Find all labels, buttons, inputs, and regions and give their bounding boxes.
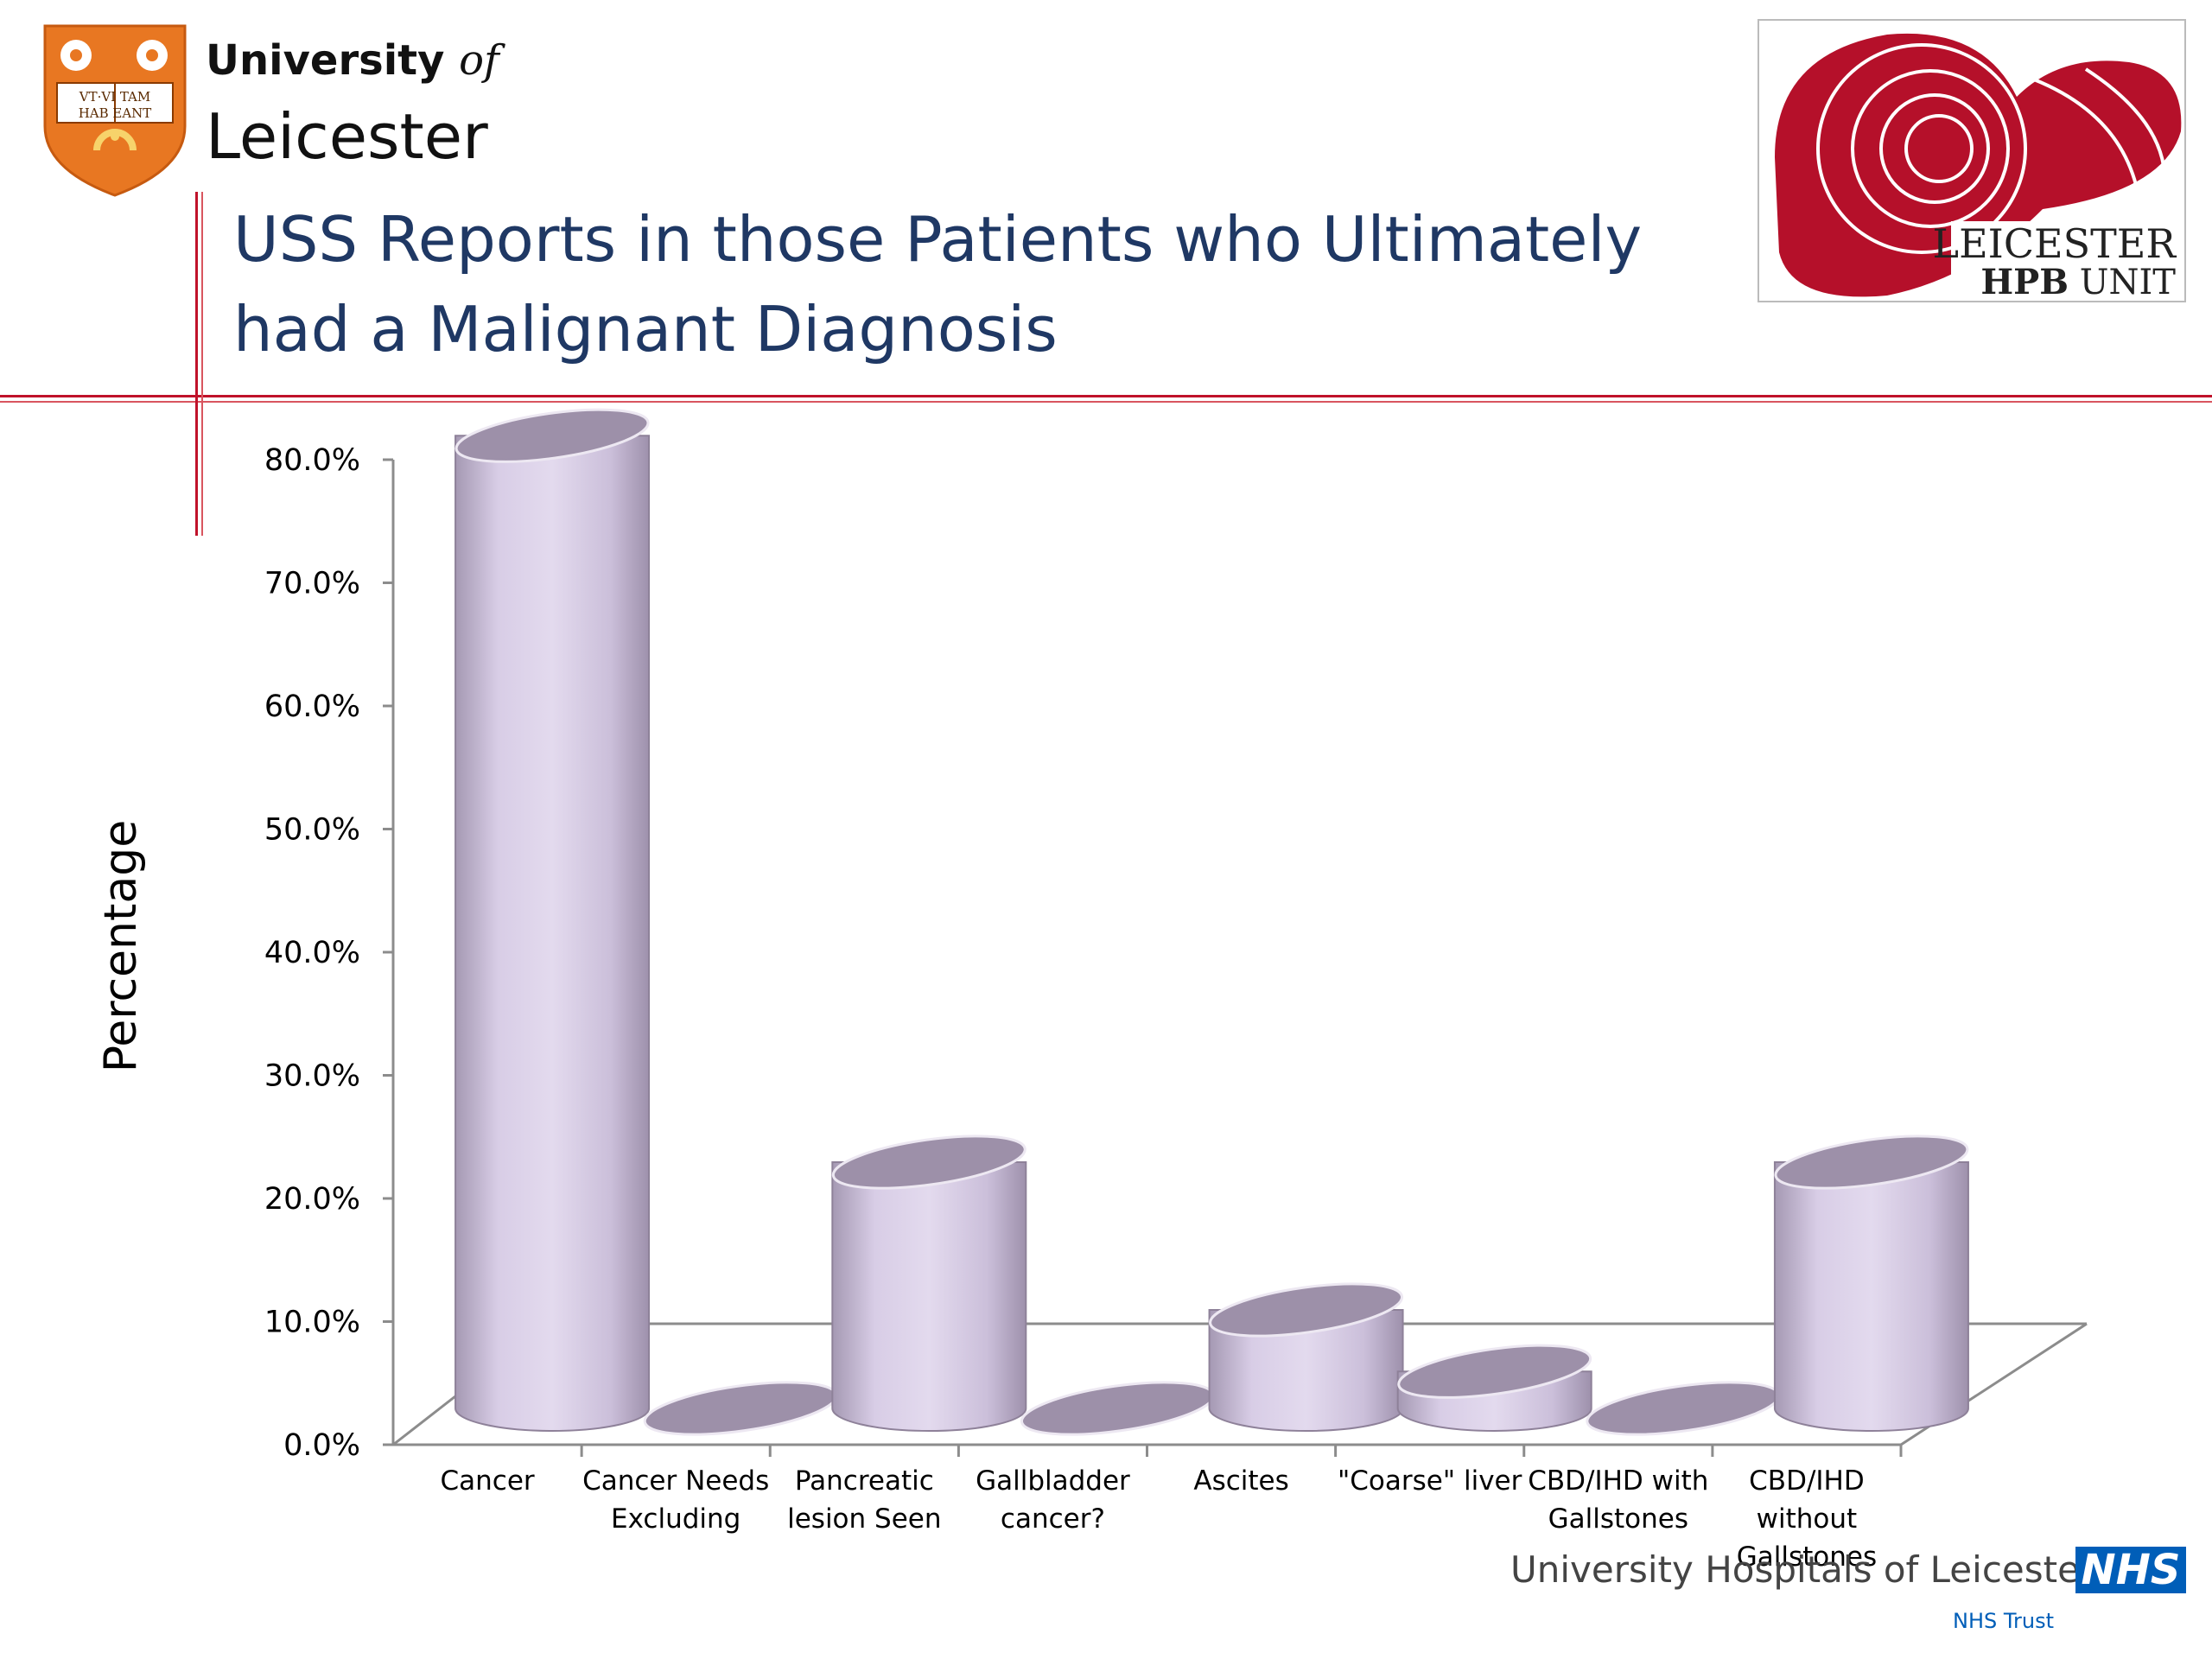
slide-title: USS Reports in those Patients who Ultima… xyxy=(233,194,1650,374)
hpb-logo-unit: UNIT xyxy=(2080,263,2177,302)
x-category-label: Ascites xyxy=(1193,1465,1288,1497)
university-name: Leicester xyxy=(206,100,488,173)
y-tick-label: 0.0% xyxy=(283,1428,360,1463)
y-tick-label: 80.0% xyxy=(264,443,360,478)
university-crest-logo: VT·VI TAM HAB EANT xyxy=(43,24,187,197)
x-category-label: Cancer xyxy=(440,1465,534,1497)
x-category-label: Gallstones xyxy=(1737,1541,1877,1573)
x-category-label: lesion Seen xyxy=(787,1503,941,1535)
y-tick-label: 30.0% xyxy=(264,1059,360,1094)
x-category-label: CBD/IHD with xyxy=(1528,1465,1708,1497)
x-category-label: CBD/IHD xyxy=(1749,1465,1865,1497)
bar-top xyxy=(1020,1381,1215,1436)
bar xyxy=(1586,1381,1781,1436)
x-category-label: cancer? xyxy=(1001,1503,1105,1535)
bar-body xyxy=(831,1161,1027,1432)
y-tick-label: 70.0% xyxy=(264,567,360,601)
crest-motto-line-2: HAB EANT xyxy=(79,105,152,121)
bar-top xyxy=(1586,1381,1781,1436)
bar-top xyxy=(643,1381,838,1436)
title-accent-vertical-line xyxy=(195,192,198,536)
bar xyxy=(454,408,651,1432)
hpb-logo-line-1: LEICESTER xyxy=(1933,220,2177,267)
bar-top xyxy=(454,408,650,463)
bar xyxy=(643,1381,838,1436)
bar xyxy=(1773,1135,1969,1432)
hpb-logo-hpb: HPB xyxy=(1980,262,2069,302)
bar-body xyxy=(1773,1161,1969,1432)
x-category-label: Excluding xyxy=(611,1503,741,1535)
title-separator-line xyxy=(0,395,2212,397)
x-category-label: Gallbladder xyxy=(976,1465,1130,1497)
x-category-label: Pancreatic xyxy=(795,1465,934,1497)
slide-title-line-2: had a Malignant Diagnosis xyxy=(233,293,1058,365)
bar-body xyxy=(1208,1309,1404,1432)
bar-top xyxy=(831,1135,1027,1190)
y-tick-label: 40.0% xyxy=(264,936,360,970)
title-accent-vertical-line-thin xyxy=(201,192,203,536)
x-category-label: "Coarse" liver xyxy=(1338,1465,1522,1497)
y-tick-label: 50.0% xyxy=(264,813,360,848)
x-category-label: Cancer Needs xyxy=(582,1465,769,1497)
university-word: University of xyxy=(206,36,499,85)
bar xyxy=(831,1135,1027,1432)
bar-top xyxy=(1397,1344,1592,1399)
slide-title-line-1: USS Reports in those Patients who Ultima… xyxy=(233,203,1643,276)
svg-text:HPB UNIT: HPB UNIT xyxy=(1980,262,2176,302)
x-category-label: without xyxy=(1757,1503,1858,1535)
bar xyxy=(1208,1282,1404,1432)
title-separator-line-thin xyxy=(0,401,2212,403)
bar-top xyxy=(1774,1135,1969,1190)
y-tick-label: 10.0% xyxy=(264,1306,360,1340)
bar xyxy=(1396,1344,1592,1432)
y-tick-label: 20.0% xyxy=(264,1182,360,1217)
bar-top xyxy=(1209,1282,1404,1338)
y-tick-label: 60.0% xyxy=(264,690,360,724)
bar-body xyxy=(454,435,651,1432)
crest-motto-line-1: VT·VI TAM xyxy=(79,89,151,105)
bar xyxy=(1020,1381,1215,1436)
footer-trust-name: University Hospitals of Leicester xyxy=(1510,1548,2095,1591)
x-category-label: Gallstones xyxy=(1548,1503,1688,1535)
hpb-unit-logo: LEICESTER HPB UNIT xyxy=(1758,19,2186,302)
footer-nhs-trust: NHS Trust xyxy=(1953,1609,2054,1633)
nhs-logo: NHS xyxy=(2075,1547,2186,1593)
